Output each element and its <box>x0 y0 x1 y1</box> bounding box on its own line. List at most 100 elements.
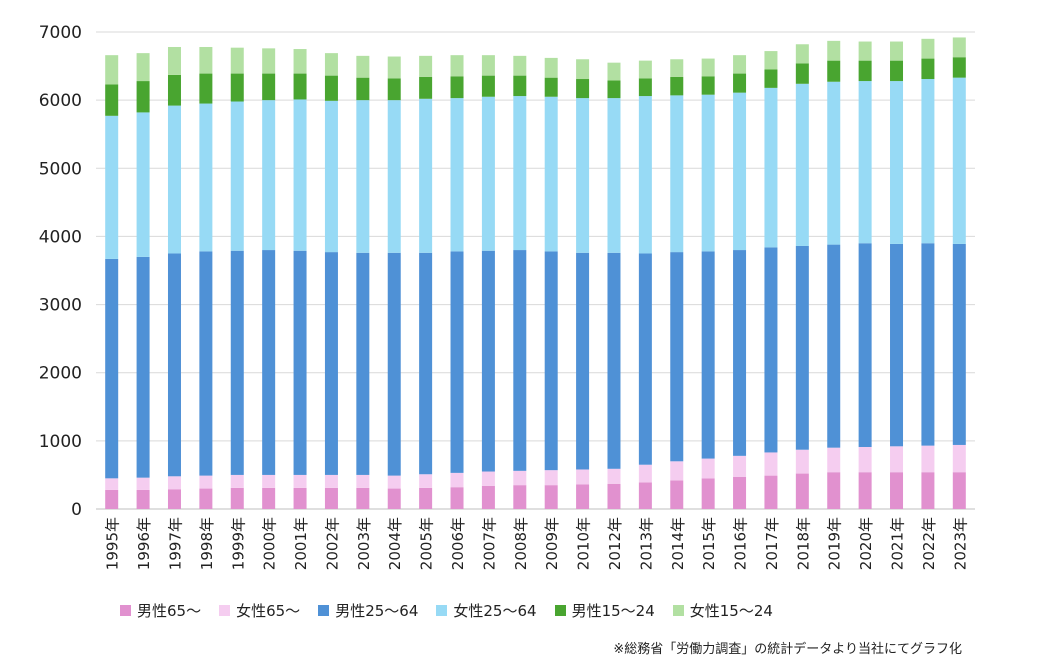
bar-segment <box>450 55 464 77</box>
bar-segment <box>827 244 841 448</box>
bar-segment <box>105 84 119 116</box>
bar-segment <box>670 480 684 509</box>
bar-segment <box>638 464 652 483</box>
bar-segment <box>450 251 464 473</box>
bar-segment <box>293 474 307 488</box>
x-tick-label: 2006年 <box>449 517 467 570</box>
x-tick-label: 2017年 <box>763 517 781 570</box>
bar-segment <box>262 250 276 475</box>
x-tick-label: 2010年 <box>575 517 593 570</box>
x-tick-label: 2022年 <box>920 517 938 570</box>
bar-segment <box>324 75 338 101</box>
bar-segment <box>481 75 495 97</box>
bar-segment <box>890 472 904 509</box>
x-tick-label: 2014年 <box>669 517 687 570</box>
x-tick-label: 2023年 <box>951 517 969 570</box>
bar-segment <box>607 468 621 484</box>
bar-segment <box>136 477 150 490</box>
y-tick-label: 5000 <box>39 159 82 179</box>
bar-segment <box>795 63 809 84</box>
bar-segment <box>607 483 621 509</box>
stacked-bar-chart: 0 1000 2000 3000 4000 5000 6000 7000 1995年 1996年 1… <box>39 23 975 570</box>
legend-label: 女性65～ <box>236 602 301 620</box>
legend-item: 女性15～24 <box>672 600 773 621</box>
bar-segment <box>607 98 621 253</box>
bar-segment <box>670 76 684 96</box>
bar-segment <box>890 446 904 473</box>
y-tick-label: 0 <box>71 500 82 520</box>
bar-segment <box>858 60 872 82</box>
bar-segment <box>105 478 119 490</box>
x-tick-label: 2018年 <box>794 517 812 570</box>
bar-segment <box>890 41 904 61</box>
legend-swatch <box>219 605 231 616</box>
bar-segment <box>764 247 778 453</box>
x-tick-label: 2004年 <box>386 517 404 570</box>
bar-segment <box>105 55 119 85</box>
bar-segment <box>105 115 119 259</box>
bar-segment <box>324 252 338 475</box>
bar-segment <box>952 472 966 509</box>
bar-segment <box>607 252 621 469</box>
bar-segment <box>827 40 841 61</box>
bar-segment <box>293 73 307 100</box>
bar-segment <box>199 475 213 489</box>
bar-segment <box>858 41 872 61</box>
bar-segment <box>576 79 590 99</box>
bar-segment <box>450 76 464 99</box>
bar-segment <box>387 252 401 476</box>
bar-segment <box>513 485 527 509</box>
legend-swatch <box>672 605 684 616</box>
bar-segment <box>607 62 621 81</box>
bar-segment <box>136 81 150 113</box>
bar-segment <box>199 73 213 104</box>
legend-swatch <box>554 605 566 616</box>
bar-segment <box>701 94 715 252</box>
bar-segment <box>230 101 244 251</box>
bar-segment <box>105 489 119 509</box>
x-tick-label: 2021年 <box>889 517 907 570</box>
bar-segment <box>167 476 181 490</box>
bar-segment <box>952 243 966 445</box>
bar-segment <box>795 83 809 246</box>
legend-item: 男性25～64 <box>318 600 418 621</box>
bar-segment <box>576 59 590 80</box>
bar-segment <box>670 95 684 253</box>
bar-segment <box>513 250 527 471</box>
bar-segment <box>387 100 401 253</box>
bar-segment <box>513 470 527 486</box>
bar-segment <box>858 446 872 473</box>
bar-segment <box>513 96 527 251</box>
bar-segment <box>387 488 401 509</box>
bar-segment <box>230 250 244 475</box>
bar-segment <box>764 475 778 509</box>
bar-segment <box>356 474 370 488</box>
bar-segment <box>638 60 652 79</box>
bar-segment <box>356 252 370 475</box>
bar-segment <box>419 76 433 99</box>
bar-segment <box>324 474 338 488</box>
bar-segment <box>136 53 150 82</box>
bar-segment <box>795 449 809 474</box>
bar-segment <box>419 474 433 488</box>
y-tick-label: 7000 <box>39 23 82 43</box>
bar-segment <box>387 56 401 79</box>
bar-segment <box>262 487 276 509</box>
bar-segment <box>419 98 433 253</box>
bar-segment <box>795 44 809 64</box>
bar-segment <box>293 487 307 509</box>
bar-segment <box>324 53 338 76</box>
bar-segment <box>324 487 338 509</box>
x-tick-label: 2002年 <box>323 517 341 570</box>
bar-segment <box>638 78 652 97</box>
bar-segment <box>733 92 747 251</box>
bar-segment <box>827 81 841 245</box>
bar-segment <box>544 470 558 486</box>
bar-segment <box>544 57 558 78</box>
bar-segment <box>701 478 715 509</box>
bar-segment <box>136 256 150 478</box>
bar-segment <box>167 489 181 509</box>
legend-swatch <box>318 605 330 616</box>
bar-segment <box>701 76 715 95</box>
bar-segment <box>230 487 244 509</box>
